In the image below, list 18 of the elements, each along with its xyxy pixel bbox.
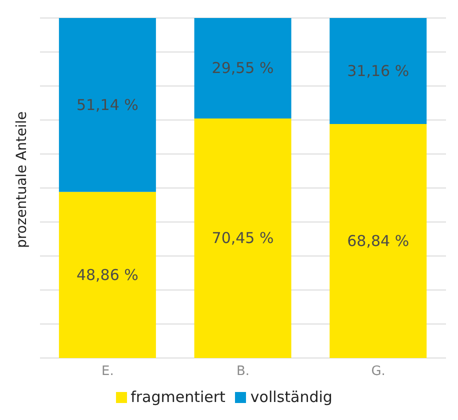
bar — [58, 192, 156, 358]
legend-label: fragmentiert — [130, 388, 226, 406]
bar — [194, 118, 292, 358]
x-tick-label: B. — [236, 364, 250, 380]
data-label: 70,45 % — [212, 229, 274, 248]
x-tick-label: E. — [101, 364, 114, 380]
bar — [194, 18, 292, 118]
data-label: 31,16 % — [347, 62, 410, 80]
y-axis-title: prozentuale Anteile — [14, 111, 30, 248]
bar — [330, 124, 427, 358]
data-label: 48,86 % — [76, 266, 138, 284]
data-label: 68,84 % — [347, 232, 410, 250]
data-label: 29,55 % — [212, 59, 274, 78]
bar — [58, 18, 156, 192]
x-tick-label: G. — [371, 364, 386, 380]
bar — [330, 18, 427, 124]
legend-label: vollständig — [250, 388, 332, 406]
data-label: 51,14 % — [76, 96, 138, 114]
